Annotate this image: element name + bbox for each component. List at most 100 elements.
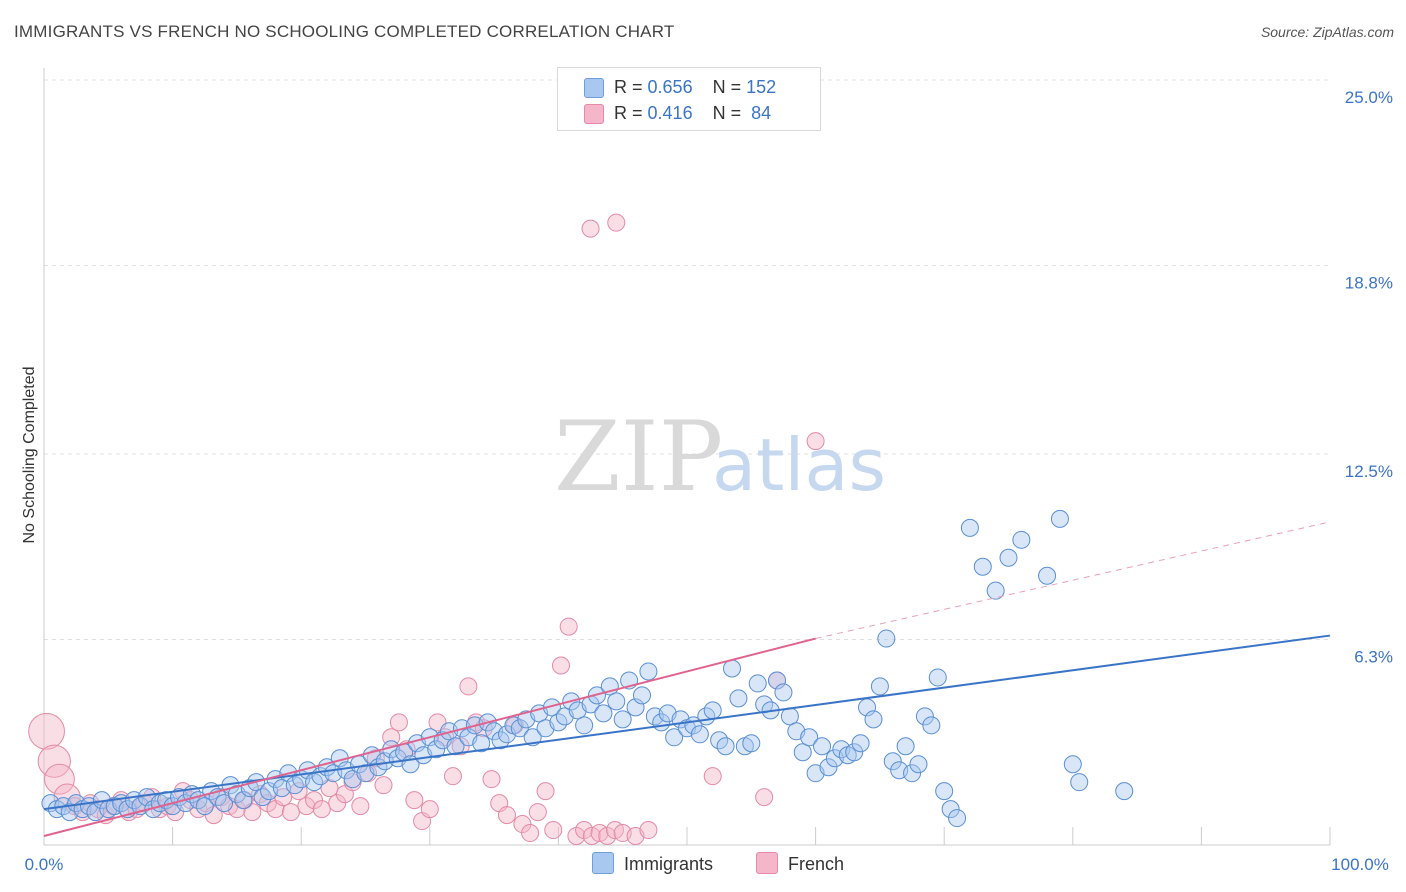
- y-tick-label: 25.0%: [1345, 88, 1393, 107]
- french-point: [351, 797, 370, 816]
- y-tick-label: 18.8%: [1345, 274, 1393, 293]
- legend-r-value: 0.416: [647, 103, 693, 123]
- immigrants-point: [523, 728, 542, 747]
- legend-n-value: 84: [751, 103, 772, 123]
- immigrants-point: [215, 794, 234, 813]
- immigrants-point: [748, 674, 767, 693]
- immigrants-point: [793, 743, 812, 762]
- immigrants-point: [1038, 566, 1057, 585]
- french-point: [243, 803, 262, 822]
- immigrants-point: [427, 740, 446, 759]
- french-trend-line: [43, 637, 816, 837]
- french-point: [328, 794, 347, 813]
- french-point: [497, 806, 516, 825]
- french-trend-extension: [815, 521, 1331, 640]
- immigrants-point: [813, 737, 832, 756]
- immigrants-point: [780, 707, 799, 726]
- immigrants-point: [607, 692, 626, 711]
- french-point: [405, 791, 424, 810]
- legend-r-label: R =: [614, 77, 643, 97]
- french-point: [459, 677, 478, 696]
- immigrants-points: [41, 509, 1134, 828]
- french-point: [443, 767, 462, 786]
- immigrants-point: [768, 671, 787, 690]
- legend-n-label: N =: [712, 77, 742, 97]
- french-point: [703, 767, 722, 786]
- french-point: [639, 821, 658, 840]
- french-point: [521, 824, 540, 843]
- immigrants-point: [742, 734, 761, 753]
- immigrants-point: [948, 809, 967, 828]
- french-point: [528, 803, 547, 822]
- y-axis-title: No Schooling Completed: [21, 367, 38, 544]
- french-point: [451, 737, 470, 756]
- immigrants-point: [1012, 530, 1031, 549]
- immigrants-point: [639, 662, 658, 681]
- immigrants-trend-line: [43, 634, 1331, 811]
- immigrants-point: [716, 737, 735, 756]
- legend-n-label: N =: [712, 103, 742, 123]
- bottom-legend-label: Immigrants: [624, 854, 714, 874]
- french-point: [28, 712, 65, 750]
- immigrants-point: [877, 629, 896, 648]
- immigrants-point: [864, 710, 883, 729]
- immigrants-point: [999, 548, 1018, 567]
- french-point: [513, 815, 532, 834]
- french-point: [374, 776, 393, 795]
- immigrants-point: [986, 581, 1005, 600]
- legend-r-label: R =: [614, 103, 643, 123]
- bottom-legend-immigrants: Immigrants: [592, 852, 713, 875]
- french-points: [28, 213, 825, 846]
- watermark-zip: ZIP: [554, 401, 723, 513]
- y-tick-labels: 6.3% 12.5% 18.8% 25.0%: [1345, 88, 1393, 667]
- y-tick-label: 6.3%: [1354, 648, 1393, 667]
- legend-box: R = 0.656 N = 152 R = 0.416 N = 84: [557, 67, 821, 131]
- french-point: [482, 770, 501, 789]
- bottom-legend-swatch-pink: [756, 852, 778, 874]
- immigrants-point: [1063, 755, 1082, 774]
- immigrants-point: [1070, 773, 1089, 792]
- french-point: [755, 788, 774, 807]
- french-point: [581, 219, 600, 238]
- bottom-legend-french: French: [756, 852, 844, 875]
- axes: [43, 68, 1331, 846]
- immigrants-point: [845, 743, 864, 762]
- immigrants-point: [903, 764, 922, 783]
- immigrants-point: [594, 704, 613, 723]
- immigrants-point: [896, 737, 915, 756]
- french-point: [281, 803, 300, 822]
- immigrants-point: [626, 698, 645, 717]
- immigrants-point: [1115, 782, 1134, 801]
- french-point: [559, 617, 578, 636]
- immigrants-point: [234, 791, 253, 810]
- french-point: [44, 763, 75, 795]
- x-tick-label: 0.0%: [25, 855, 64, 874]
- chart-title: IMMIGRANTS VS FRENCH NO SCHOOLING COMPLE…: [14, 22, 675, 41]
- watermark-atlas: atlas: [712, 423, 886, 507]
- y-tick-label: 12.5%: [1345, 462, 1393, 481]
- immigrants-point: [870, 677, 889, 696]
- french-point: [536, 782, 555, 801]
- immigrants-point: [935, 782, 954, 801]
- immigrants-point: [1050, 509, 1069, 528]
- legend-swatch-blue: [584, 78, 604, 98]
- immigrants-point: [665, 728, 684, 747]
- immigrants-point: [973, 557, 992, 576]
- french-point: [37, 744, 71, 778]
- french-point: [320, 779, 339, 798]
- immigrants-point: [851, 734, 870, 753]
- legend-swatch-pink: [584, 104, 604, 124]
- immigrants-point: [819, 758, 838, 777]
- immigrants-point: [774, 683, 793, 702]
- immigrants-point: [960, 518, 979, 537]
- immigrants-point: [195, 797, 214, 816]
- immigrants-point: [690, 725, 709, 744]
- chart-source: Source: ZipAtlas.com: [1260, 24, 1394, 40]
- watermark: ZIP atlas: [554, 401, 886, 513]
- bottom-legend-label: French: [788, 854, 845, 874]
- french-point: [551, 656, 570, 675]
- immigrants-point: [703, 701, 722, 720]
- immigrants-point: [632, 686, 651, 705]
- grid-lines: [44, 79, 1330, 641]
